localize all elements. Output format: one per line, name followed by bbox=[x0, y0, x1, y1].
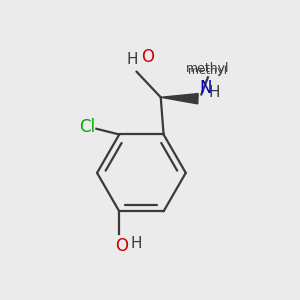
Text: methyl: methyl bbox=[186, 62, 230, 75]
Text: O: O bbox=[142, 48, 154, 66]
Text: H: H bbox=[209, 85, 220, 100]
Text: H: H bbox=[131, 236, 142, 250]
Polygon shape bbox=[161, 94, 198, 104]
Text: methyl: methyl bbox=[188, 66, 227, 76]
Text: N: N bbox=[200, 79, 212, 97]
Text: H: H bbox=[126, 52, 138, 67]
Text: Cl: Cl bbox=[79, 118, 95, 136]
Text: O: O bbox=[116, 237, 129, 255]
